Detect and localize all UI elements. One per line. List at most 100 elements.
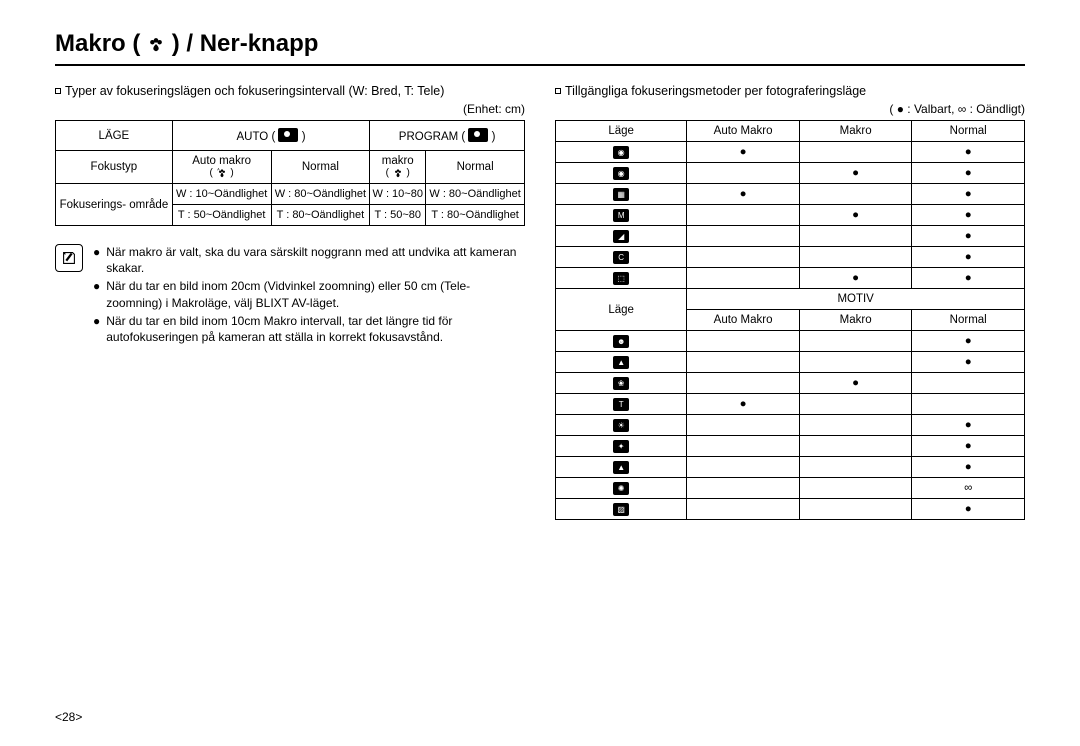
matrix-cell	[687, 499, 800, 520]
cell-r1c3: W : 10~80	[370, 184, 426, 205]
page-title: Makro ( ) / Ner-knapp	[55, 30, 1025, 66]
matrix-cell	[687, 457, 800, 478]
mode-icon: ▲	[613, 461, 629, 474]
matrix-cell	[799, 331, 912, 352]
mode-icon: C	[613, 251, 629, 264]
matrix-cell	[687, 205, 800, 226]
cell-focustype: Fokustyp	[56, 151, 173, 184]
matrix-cell: ●	[687, 184, 800, 205]
mode-icon-cell: ❀	[556, 373, 687, 394]
matrix-cell	[687, 478, 800, 499]
matrix-cell: ●	[799, 268, 912, 289]
mode-icon-cell: ⬚	[556, 268, 687, 289]
note-block: ●När makro är valt, ska du vara särskilt…	[55, 244, 525, 347]
camera-program-icon	[468, 128, 488, 142]
mode-icon-cell: M	[556, 205, 687, 226]
cell-r1c4: W : 80~Oändlighet	[426, 184, 525, 205]
matrix-cell	[799, 394, 912, 415]
note3: När du tar en bild inom 10cm Makro inter…	[106, 313, 525, 345]
left-column: Typer av fokuseringslägen och fokusering…	[55, 84, 525, 520]
mode-icon: ◉	[613, 146, 629, 159]
mode-icon: ▲	[613, 356, 629, 369]
matrix-cell	[799, 184, 912, 205]
matrix-cell	[687, 268, 800, 289]
cell-r1c2: W : 80~Oändlighet	[271, 184, 370, 205]
h2-auto-macro: Auto Makro	[687, 310, 800, 331]
cell-makro: makro ( )	[370, 151, 426, 184]
mode-icon: ▨	[613, 503, 629, 516]
matrix-cell	[799, 226, 912, 247]
cell-range-label: Fokuserings- område	[56, 184, 173, 226]
cell-auto-header: AUTO ( )	[172, 121, 370, 151]
cell-r2c3: T : 50~80	[370, 205, 426, 226]
mode-icon-cell: ✺	[556, 478, 687, 499]
mode-icon-cell: ◉	[556, 163, 687, 184]
motiv-header: MOTIV	[687, 289, 1025, 310]
mode-icon: ◢	[613, 230, 629, 243]
matrix-cell: ●	[912, 184, 1025, 205]
mode-icon-cell: ▦	[556, 184, 687, 205]
mode-icon: ▦	[613, 188, 629, 201]
matrix-cell	[799, 478, 912, 499]
mode-icon: ✦	[613, 440, 629, 453]
mode-icon-cell: ▲	[556, 352, 687, 373]
cell-mode: LÄGE	[56, 121, 173, 151]
note1: När makro är valt, ska du vara särskilt …	[106, 244, 525, 276]
matrix-cell	[799, 352, 912, 373]
title-post: ) / Ner-knapp	[172, 30, 319, 57]
mode-icon-cell: C	[556, 247, 687, 268]
mode-icon: ◉	[613, 167, 629, 180]
h-macro: Makro	[799, 121, 912, 142]
mode-icon-cell: ✦	[556, 436, 687, 457]
matrix-cell: ●	[912, 247, 1025, 268]
matrix-cell: ●	[912, 436, 1025, 457]
matrix-cell: ●	[687, 394, 800, 415]
matrix-cell: ●	[912, 205, 1025, 226]
bullet-dot-icon: ●	[93, 278, 100, 310]
matrix-cell	[687, 247, 800, 268]
matrix-cell: ●	[912, 331, 1025, 352]
matrix-cell	[799, 247, 912, 268]
mode-icon-cell: ▨	[556, 499, 687, 520]
bullet-dot-icon: ●	[93, 244, 100, 276]
matrix-cell: ●	[799, 205, 912, 226]
mode-icon: ☻	[613, 335, 629, 348]
h2-normal: Normal	[912, 310, 1025, 331]
h-auto-macro: Auto Makro	[687, 121, 800, 142]
matrix-cell: ●	[912, 415, 1025, 436]
h-mode: Läge	[556, 121, 687, 142]
cell-normal2: Normal	[426, 151, 525, 184]
square-bullet-icon	[555, 88, 561, 94]
cell-normal1: Normal	[271, 151, 370, 184]
mode-icon: ✺	[613, 482, 629, 495]
matrix-cell	[687, 163, 800, 184]
cell-program-header: PROGRAM ( )	[370, 121, 525, 151]
matrix-cell: ●	[912, 142, 1025, 163]
unit-label: (Enhet: cm)	[55, 102, 525, 116]
matrix-cell: ●	[912, 352, 1025, 373]
matrix-cell	[687, 373, 800, 394]
matrix-cell	[687, 331, 800, 352]
matrix-cell: ●	[912, 268, 1025, 289]
matrix-cell	[799, 415, 912, 436]
matrix-cell: ∞	[912, 478, 1025, 499]
mode-icon: M	[613, 209, 629, 222]
matrix-cell: ●	[799, 163, 912, 184]
square-bullet-icon	[55, 88, 61, 94]
cell-r2c1: T : 50~Oändlighet	[172, 205, 271, 226]
cell-automacro: Auto makro ( A )	[172, 151, 271, 184]
mode-icon: ⬚	[613, 272, 629, 285]
mode-icon: ❀	[613, 377, 629, 390]
matrix-cell	[799, 142, 912, 163]
macro-flower-icon	[147, 35, 165, 53]
matrix-cell	[687, 226, 800, 247]
matrix-cell	[799, 457, 912, 478]
auto-macro-icon: A	[216, 167, 228, 179]
matrix-cell: ●	[912, 163, 1025, 184]
cell-r2c4: T : 80~Oändlighet	[426, 205, 525, 226]
h2-macro: Makro	[799, 310, 912, 331]
matrix-cell	[912, 373, 1025, 394]
legend: ( ● : Valbart, ∞ : Oändligt)	[555, 102, 1025, 116]
matrix-cell	[799, 499, 912, 520]
title-pre: Makro (	[55, 30, 140, 57]
